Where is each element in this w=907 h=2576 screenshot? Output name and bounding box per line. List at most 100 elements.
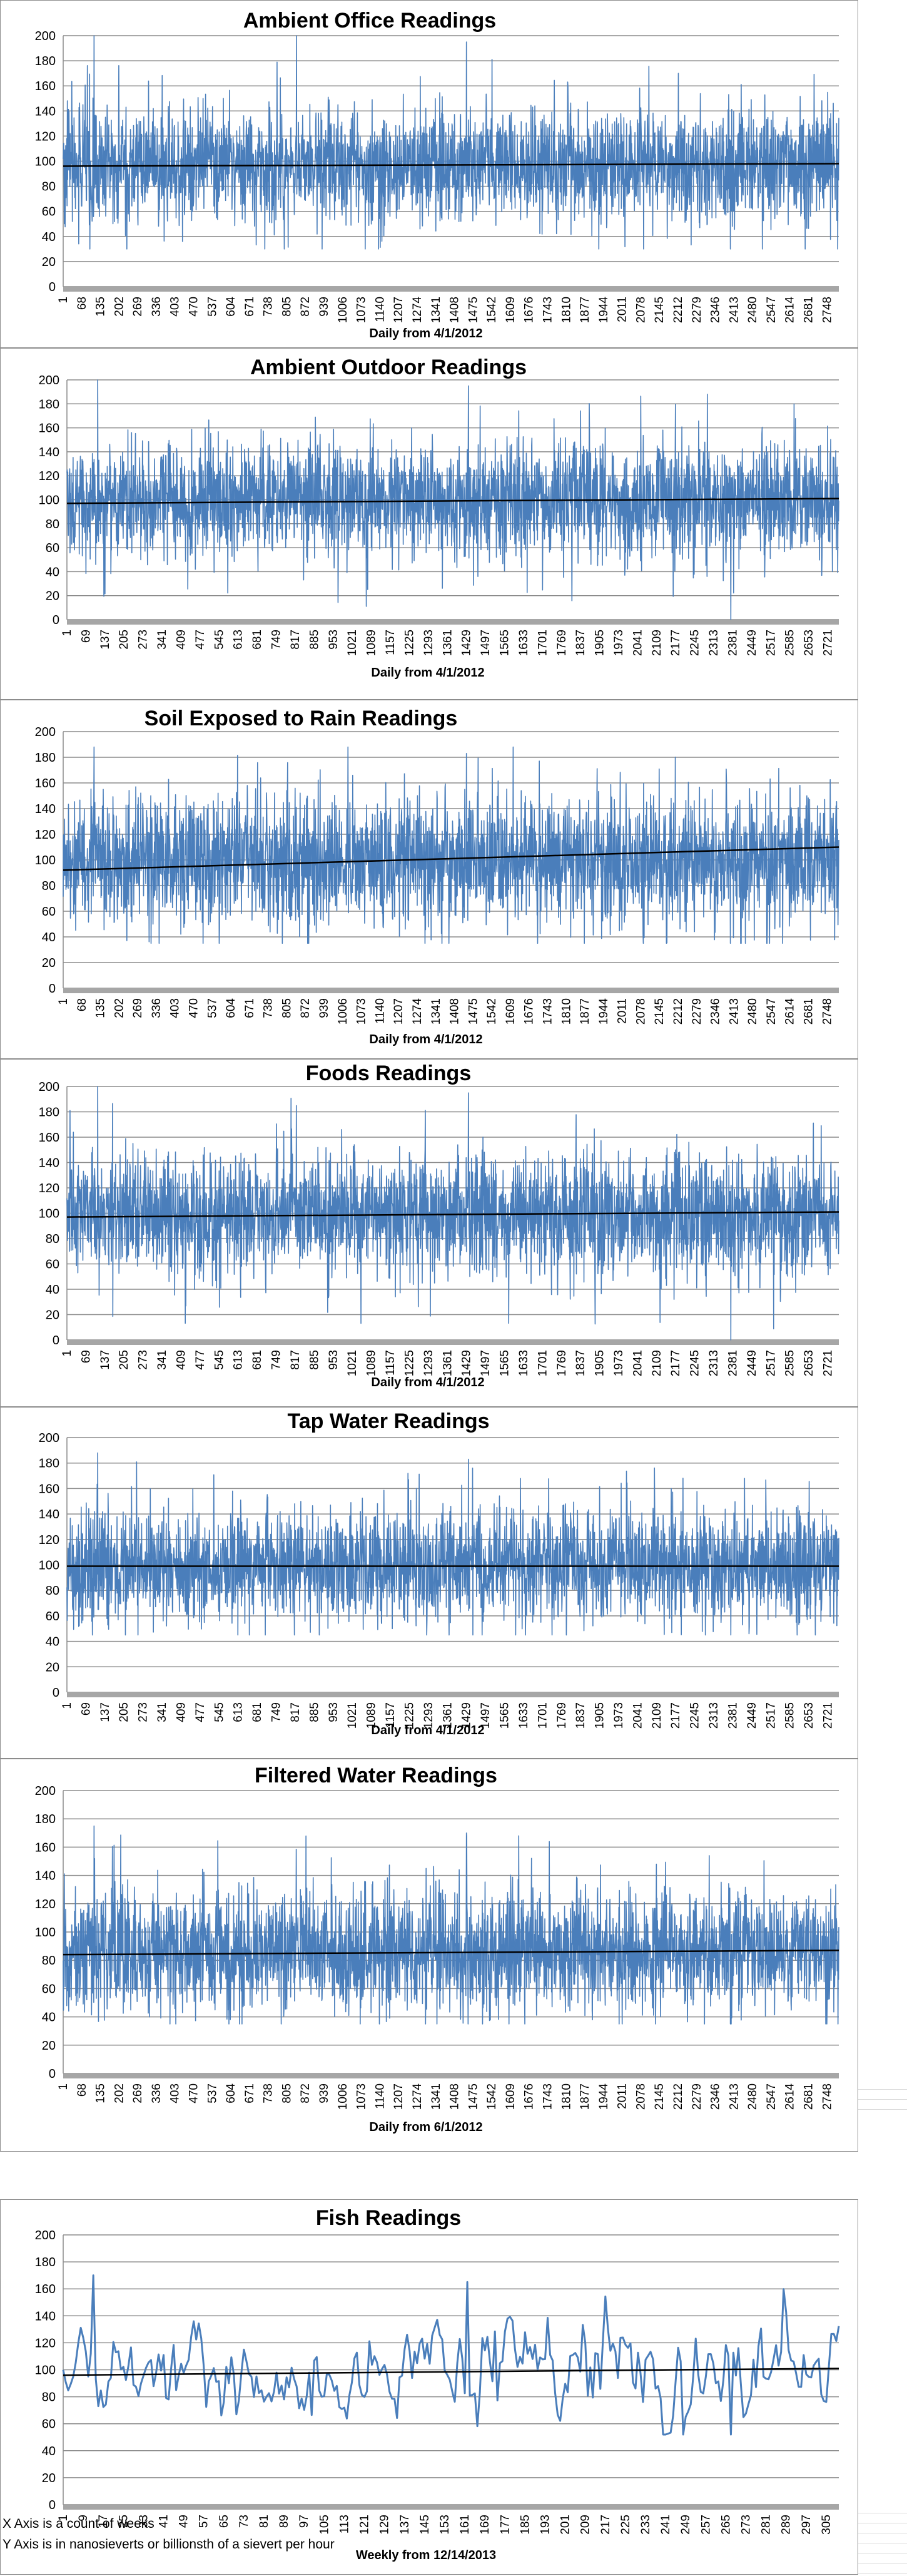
x-tick-label: 872 bbox=[299, 998, 312, 1018]
x-tick-label: 1565 bbox=[499, 1350, 512, 1376]
y-tick-label: 120 bbox=[35, 130, 56, 143]
x-tick-label: 1973 bbox=[612, 630, 626, 656]
x-tick-label: 233 bbox=[639, 2515, 652, 2535]
x-tick-label: 409 bbox=[175, 1702, 188, 1722]
y-tick-label: 200 bbox=[39, 1080, 59, 1094]
x-tick-label: 249 bbox=[679, 2515, 692, 2535]
x-tick-label: 2212 bbox=[672, 297, 685, 323]
x-tick-label: 341 bbox=[156, 630, 169, 650]
x-tick-label: 477 bbox=[194, 630, 207, 650]
x-tick-label: 1701 bbox=[536, 1350, 549, 1376]
y-tick-label: 200 bbox=[35, 725, 56, 739]
y-tick-label: 60 bbox=[46, 541, 59, 555]
x-tick-label: 2279 bbox=[691, 2083, 704, 2110]
y-tick-label: 80 bbox=[42, 1954, 56, 1968]
x-tick-label: 537 bbox=[206, 2083, 219, 2103]
x-tick-label: 269 bbox=[131, 998, 144, 1018]
x-tick-label: 1341 bbox=[430, 2083, 443, 2110]
x-tick-label: 403 bbox=[169, 297, 182, 317]
x-tick-label: 939 bbox=[318, 998, 331, 1018]
x-tick-label: 2381 bbox=[726, 1350, 739, 1376]
x-tick-label: 2109 bbox=[651, 630, 664, 656]
chart-ambient-outdoor: Ambient Outdoor Readings 0 20 40 60 80 100 120 1… bbox=[0, 348, 858, 700]
x-tick-label: 470 bbox=[188, 297, 201, 317]
x-tick-label: 1 bbox=[57, 2083, 70, 2090]
x-tick-label: 73 bbox=[238, 2515, 251, 2528]
y-tick-label: 200 bbox=[35, 29, 56, 43]
x-tick-label: 2721 bbox=[822, 1350, 835, 1376]
x-tick-label: 2721 bbox=[822, 630, 835, 656]
x-tick-label: 2346 bbox=[709, 998, 722, 1025]
x-tick-label: 477 bbox=[194, 1350, 207, 1370]
x-tick-label: 1021 bbox=[346, 1702, 359, 1729]
y-tick-label: 60 bbox=[46, 1610, 59, 1623]
x-tick-label: 269 bbox=[131, 297, 144, 317]
x-tick-label: 545 bbox=[213, 1702, 226, 1722]
x-tick-label: 2413 bbox=[727, 2083, 741, 2110]
note-x-axis: X Axis is a count of weeks bbox=[3, 2517, 155, 2531]
x-tick-label: 403 bbox=[169, 2083, 182, 2103]
y-tick-label: 100 bbox=[39, 1559, 59, 1573]
x-tick-label: 2517 bbox=[764, 1350, 778, 1376]
x-tick-label: 1140 bbox=[373, 998, 387, 1024]
y-tick-label: 40 bbox=[42, 2011, 56, 2025]
x-tick-label: 1207 bbox=[392, 297, 405, 323]
x-tick-label: 145 bbox=[418, 2515, 432, 2535]
x-axis-tick-band bbox=[67, 1340, 839, 1345]
x-tick-label: 470 bbox=[188, 2083, 201, 2103]
y-tick-label: 200 bbox=[39, 1431, 59, 1445]
x-tick-label: 604 bbox=[225, 998, 238, 1018]
x-axis-label: Daily from 4/1/2012 bbox=[369, 327, 482, 340]
y-tick-label: 20 bbox=[46, 590, 59, 603]
x-tick-label: 1207 bbox=[392, 2083, 405, 2110]
y-tick-label: 80 bbox=[42, 2391, 56, 2405]
x-tick-label: 121 bbox=[358, 2515, 372, 2535]
x-tick-label: 341 bbox=[156, 1350, 169, 1370]
x-tick-label: 1475 bbox=[467, 998, 480, 1025]
x-tick-label: 1408 bbox=[448, 2083, 462, 2110]
x-tick-label: 2313 bbox=[707, 1350, 721, 1376]
x-tick-label: 273 bbox=[740, 2515, 753, 2535]
x-tick-label: 1089 bbox=[365, 1350, 378, 1376]
x-tick-label: 738 bbox=[262, 2083, 275, 2103]
x-tick-label: 1542 bbox=[485, 297, 499, 323]
x-tick-label: 403 bbox=[169, 998, 182, 1018]
x-tick-label: 129 bbox=[378, 2515, 392, 2535]
x-tick-label: 604 bbox=[225, 2083, 238, 2103]
x-axis-tick-band bbox=[63, 2073, 839, 2078]
x-tick-label: 2078 bbox=[634, 297, 647, 323]
x-tick-label: 2517 bbox=[764, 630, 778, 656]
x-tick-label: 817 bbox=[289, 1702, 302, 1722]
trendline bbox=[66, 1211, 839, 1218]
chart-svg: Soil Exposed to Rain Readings 0 20 40 60 80 10… bbox=[35, 707, 839, 1046]
x-axis-tick-band bbox=[63, 287, 839, 292]
x-tick-label: 341 bbox=[156, 1702, 169, 1722]
x-tick-label: 953 bbox=[327, 630, 340, 650]
y-tick-label: 120 bbox=[39, 1533, 59, 1547]
x-tick-label: 2109 bbox=[651, 1702, 664, 1729]
x-tick-label: 336 bbox=[150, 998, 163, 1018]
x-tick-label: 1497 bbox=[479, 1350, 492, 1376]
x-tick-label: 169 bbox=[479, 2515, 492, 2535]
y-tick-label: 120 bbox=[35, 828, 56, 842]
x-tick-label: 1225 bbox=[403, 1350, 416, 1376]
y-tick-label: 140 bbox=[39, 1508, 59, 1521]
x-tick-label: 1837 bbox=[574, 630, 587, 656]
y-tick-label: 40 bbox=[42, 931, 56, 944]
x-tick-label: 1475 bbox=[467, 2083, 480, 2110]
x-tick-label: 1429 bbox=[460, 1350, 474, 1376]
y-tick-label: 140 bbox=[35, 1869, 56, 1883]
x-tick-label: 1944 bbox=[597, 297, 611, 324]
chart-title: Ambient Outdoor Readings bbox=[250, 355, 527, 379]
x-tick-label: 2480 bbox=[746, 297, 759, 323]
x-axis-tick-band bbox=[67, 620, 839, 625]
chart-title: Ambient Office Readings bbox=[243, 9, 496, 33]
series-line bbox=[66, 1086, 839, 1341]
y-tick-label: 140 bbox=[39, 446, 59, 459]
x-tick-label: 805 bbox=[280, 297, 293, 317]
chart-title: Soil Exposed to Rain Readings bbox=[144, 707, 458, 730]
x-tick-label: 1361 bbox=[441, 1350, 454, 1376]
x-tick-label: 1225 bbox=[403, 630, 416, 656]
x-tick-label: 1877 bbox=[579, 998, 592, 1025]
series-line bbox=[62, 2274, 840, 2436]
